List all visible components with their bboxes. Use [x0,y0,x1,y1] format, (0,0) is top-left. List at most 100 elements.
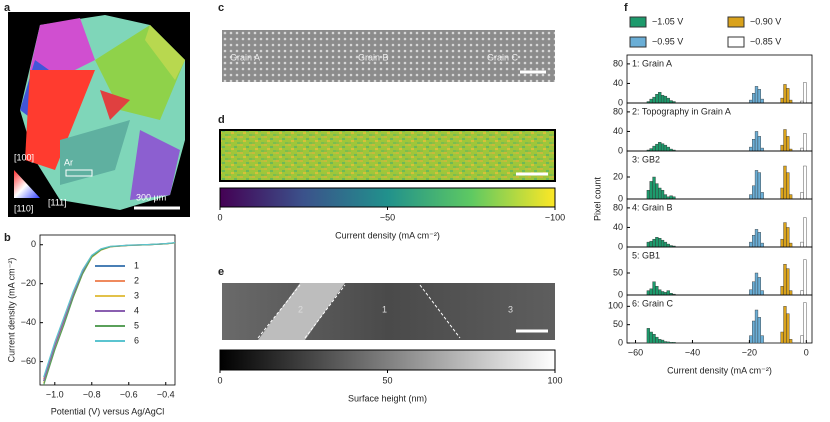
histogram-bar [757,232,761,248]
y-tick-label: 0 [618,97,623,107]
colorbar-tick-label: −50 [380,212,395,222]
histogram-bar [672,342,676,344]
histogram-bar [646,290,650,296]
histogram-bar [803,133,807,152]
legend-label: 5 [134,320,139,330]
histogram-bar [660,189,665,200]
histogram-bar [660,94,665,104]
y-tick-label: 80 [613,58,623,68]
histogram-bar [803,82,807,104]
sem-image [222,30,555,82]
y-tick-label: 100 [608,301,623,311]
histogram-bar [652,145,656,152]
subplot-title: 3: GB2 [632,154,660,164]
histogram-bar [655,143,659,152]
data-line [43,242,176,386]
colorbar [219,349,556,371]
image-annotation: 300 μm [136,192,166,202]
y-tick-label: 80 [613,106,623,116]
histogram-bar [783,222,787,248]
histogram-bar [757,317,761,344]
histogram-bar [757,277,761,296]
histogram-bar [666,97,670,104]
x-tick-label: −0.8 [83,389,101,399]
y-tick-label: −60 [21,356,36,366]
legend-swatch [629,16,647,28]
histogram-bar [800,192,804,200]
histogram-bar [783,264,787,296]
histogram-bar [780,331,784,344]
histogram-bar [663,241,668,248]
histogram-bar [669,195,673,200]
ipf-legend [14,170,40,198]
region-label: 2 [298,304,303,314]
y-tick-label: 0 [618,241,623,251]
histogram-bar [789,339,793,344]
histogram-bar [752,185,756,200]
histogram-bar [789,194,793,200]
image-annotation: [111] [48,197,67,207]
histogram-bar [803,259,807,296]
grain-label: Grain C [487,52,519,62]
histogram-bar [803,165,807,200]
y-tick-label: 80 [613,202,623,212]
histogram-bar [757,136,761,152]
histogram-bar [658,237,662,248]
histogram-bar [663,341,668,344]
histogram-bar [658,141,662,152]
histogram-bar [655,237,659,248]
grain [100,90,130,120]
legend-swatch [727,16,745,28]
y-tick-label: 0 [618,337,623,347]
legend-swatch [727,36,745,48]
histogram-bar [666,290,670,296]
grain [30,18,95,80]
current-map [219,129,556,182]
colorbar-tick-label: 50 [382,375,392,385]
histogram-bar [786,172,790,200]
y-axis-label: Pixel count [592,176,602,221]
image-annotation: [100] [14,152,34,162]
boundary-line [304,284,346,339]
subplot-title: 4: Grain B [632,202,673,212]
histogram-bar [660,239,665,248]
histogram-bar [757,89,761,104]
histogram-bar [783,129,787,152]
grain-region [258,283,345,340]
histogram-bar [749,146,753,152]
x-axis-label: Current density (mA cm⁻²) [667,365,772,375]
panel-label: a [4,2,11,14]
histogram-bar [646,189,650,200]
grain [25,70,95,170]
legend-label: 6 [134,335,139,345]
histogram-bar [652,96,656,104]
histogram-bar [752,139,756,152]
colorbar-label: Surface height (nm) [348,393,427,403]
x-tick-label: −1.0 [46,389,64,399]
histogram-bar [754,229,759,248]
histogram-bar [754,272,759,296]
histogram-bar [669,342,673,344]
x-tick-label: 0 [804,347,809,357]
legend-label: −0.95 V [652,36,683,46]
y-tick-label: −20 [21,278,36,288]
panel-label: c [218,2,224,14]
histogram-bar [749,99,753,104]
y-tick-label: 40 [613,78,623,88]
colorbar-tick-label: −100 [545,212,565,222]
histogram-bar [800,241,804,248]
histogram-bar [760,290,764,296]
histogram-bar [786,313,790,344]
histogram-bar [803,217,807,248]
y-tick-label: 50 [613,267,623,277]
histogram-bar [649,288,653,296]
histogram-bar [649,98,653,104]
histogram-bar [655,286,659,296]
histogram-bar [800,147,804,152]
panel-label: b [4,232,11,244]
histogram-bar [780,187,784,200]
histogram-bar [666,243,670,248]
image-annotation: Ar [64,157,73,167]
x-axis-label: Potential (V) versus Ag/AgCl [51,406,165,416]
